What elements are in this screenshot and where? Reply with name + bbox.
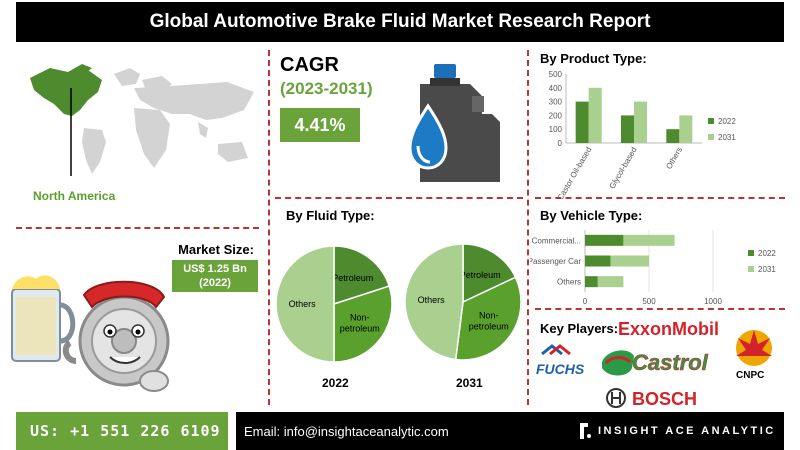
pie-year-label: 2031: [456, 376, 483, 390]
pie-slice: [404, 243, 464, 361]
svg-text:BOSCH: BOSCH: [632, 389, 697, 409]
key-players-logos: ExxonMobil FUCHS Castrol CNPC BOSCH: [536, 319, 772, 409]
y-tick-label: 400: [549, 84, 563, 93]
cagr-value-badge: 4.41%: [280, 108, 360, 142]
bar: [666, 129, 680, 143]
y-tick-label: Commercial...: [532, 236, 581, 245]
vehicle-type-chart: 0 500 1000 Commercial... Passenger Car Others…: [530, 230, 776, 306]
legend-label: 2022: [758, 249, 776, 258]
bar: [634, 101, 647, 143]
bar: [588, 87, 602, 143]
y-tick-label: Passenger Car: [530, 257, 581, 266]
cagr-title: CAGR: [280, 54, 339, 76]
pie-slice: [275, 245, 335, 363]
email-link[interactable]: Email: info@insightaceanalytic.com: [236, 412, 566, 450]
divider: [527, 50, 529, 405]
x-tick-label: Others: [664, 146, 684, 171]
brand-label: INSIGHT ACE ANALYTIC: [598, 425, 776, 437]
y-tick-label: 100: [549, 125, 563, 134]
world-map-icon: [30, 64, 254, 176]
y-tick-label: Others: [557, 278, 581, 287]
pie-slice: [462, 243, 517, 304]
y-tick-label: 0: [558, 139, 563, 148]
svg-text:FUCHS: FUCHS: [536, 361, 585, 377]
market-size-badge: US$ 1.25 Bn (2022): [172, 260, 258, 292]
page-title: Global Automotive Brake Fluid Market Res…: [16, 2, 784, 42]
divider: [275, 197, 523, 199]
brand-logo-icon: [580, 423, 591, 439]
product-type-chart: 0 100 200 300 400 500 Castor Oil-based Glycol-b…: [549, 70, 737, 200]
pie-slice: [333, 245, 391, 306]
pie-slice-label: Others: [418, 295, 446, 305]
fluid-type-title: By Fluid Type:: [286, 208, 375, 223]
castrol-logo: Castrol: [602, 350, 709, 376]
svg-text:Castrol: Castrol: [632, 350, 709, 375]
pie-slice-label: petroleum: [469, 321, 509, 331]
market-size-title: Market Size:: [178, 242, 254, 257]
x-tick-label: Castor Oil-based: [556, 146, 594, 200]
pie-slice-label: petroleum: [340, 323, 380, 333]
x-tick-label: 1000: [704, 297, 722, 306]
bar: [585, 276, 598, 288]
market-size-year: (2022): [199, 277, 231, 289]
market-size-value: US$ 1.25 Bn: [183, 263, 247, 275]
legend-label: 2031: [758, 265, 776, 274]
x-tick-label: 0: [583, 297, 588, 306]
phone-number: US: +1 551 226 6109: [16, 412, 228, 450]
divider: [535, 197, 785, 199]
bar: [585, 255, 611, 267]
legend-swatch: [748, 250, 754, 256]
exxonmobil-logo: ExxonMobil: [618, 319, 719, 339]
pie-slice-label: Petroleum: [460, 270, 501, 280]
fluid-container-icon: [408, 64, 500, 182]
x-tick-label: 500: [642, 297, 656, 306]
bar: [621, 115, 634, 143]
divider: [16, 227, 259, 229]
bar: [679, 115, 693, 143]
svg-text:CNPC: CNPC: [736, 370, 764, 381]
pie-slice: [333, 285, 393, 363]
divider: [268, 50, 270, 405]
fuchs-logo: FUCHS: [536, 344, 585, 377]
pie-slice-label: Non-: [479, 310, 499, 320]
bosch-logo: BOSCH: [606, 388, 697, 409]
pie-slice-label: Petroleum: [332, 273, 373, 283]
y-tick-label: 200: [549, 111, 563, 120]
cagr-period: (2023-2031): [280, 79, 373, 98]
pie-slice: [454, 276, 522, 361]
y-tick-label: 500: [549, 70, 563, 79]
fluid-type-pies: Petroleum Non-petroleum Others Petroleum Non…: [275, 243, 522, 363]
bar: [585, 234, 624, 246]
legend-swatch: [708, 134, 714, 140]
brake-mascot-icon: [11, 275, 170, 392]
y-tick-label: 300: [549, 98, 563, 107]
vehicle-type-title: By Vehicle Type:: [540, 208, 643, 223]
bar: [623, 234, 675, 246]
x-tick-label: Glycol-based: [608, 146, 639, 191]
legend-label: 2031: [718, 133, 736, 142]
pie-slice-label: Others: [289, 299, 317, 309]
pie-slice-label: Non-: [350, 312, 370, 322]
divider: [535, 308, 785, 310]
bar: [575, 101, 589, 143]
pie-year-label: 2022: [322, 376, 349, 390]
legend-label: 2022: [718, 117, 736, 126]
bar: [597, 276, 624, 288]
legend-swatch: [708, 118, 714, 124]
product-type-title: By Product Type:: [540, 51, 647, 66]
bar: [610, 255, 649, 267]
region-label: North America: [33, 189, 116, 203]
key-players-title: Key Players:: [540, 321, 619, 336]
brand-name: INSIGHT ACE ANALYTIC: [566, 412, 784, 450]
legend-swatch: [748, 266, 754, 272]
cnpc-logo: CNPC: [736, 330, 772, 381]
